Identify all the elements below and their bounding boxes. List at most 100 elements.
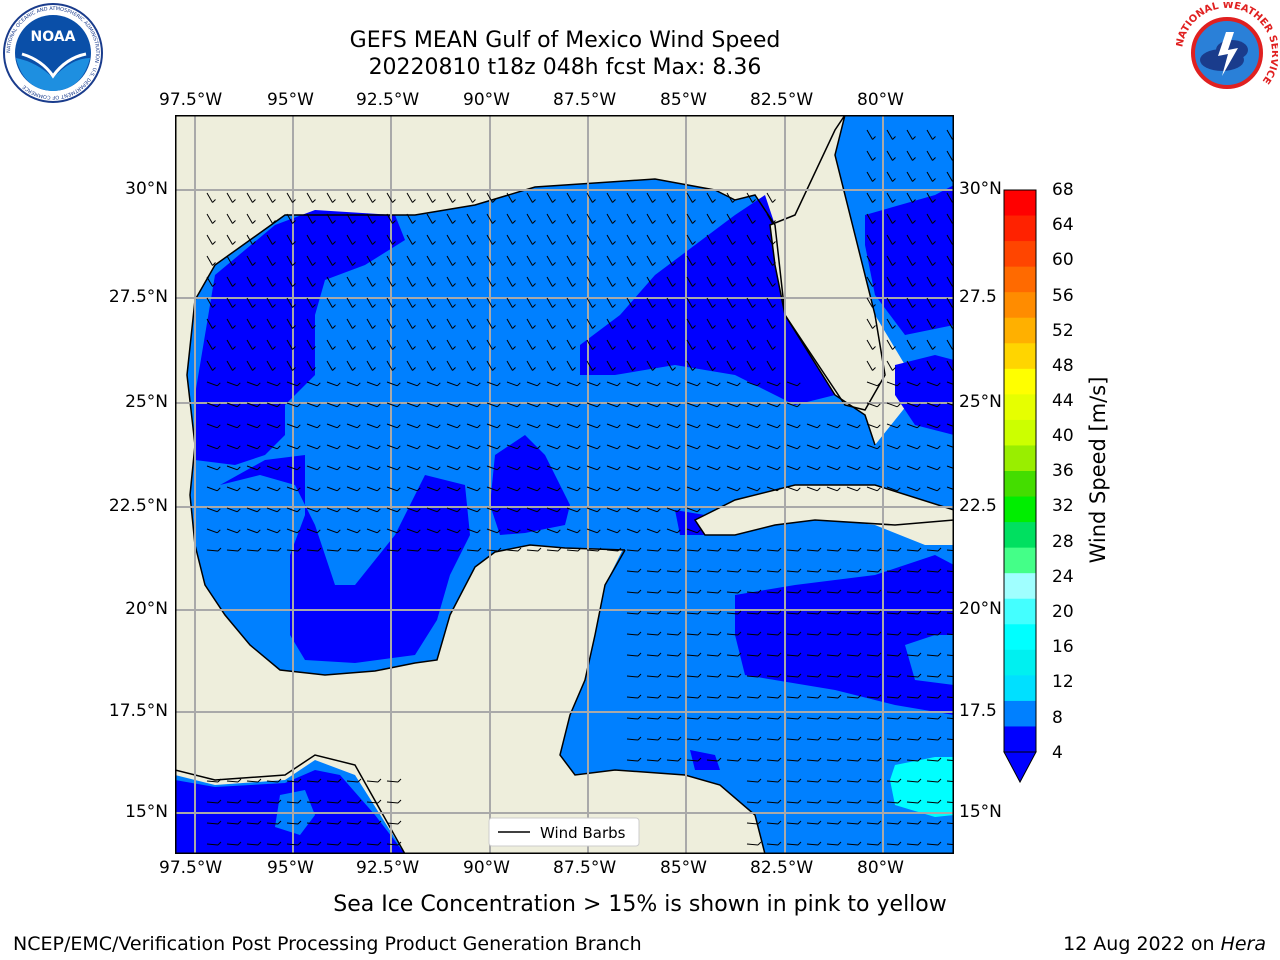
wind-barb-flag (436, 424, 441, 429)
wind-barb (226, 402, 238, 408)
wind-barb (566, 423, 578, 429)
wind-barb-flag (697, 673, 702, 678)
wind-barb-flag (372, 367, 376, 371)
colorbar-tick: 16 (1052, 637, 1074, 657)
wind-barb-flag (316, 466, 321, 471)
wind-barb-flag (897, 568, 902, 573)
wind-barb-flag (332, 220, 336, 224)
wind-barb (366, 843, 379, 846)
wind-barb (426, 276, 433, 287)
wind-barb (646, 318, 653, 329)
lon-tick-bottom: 90°W (463, 858, 510, 878)
wind-barb (826, 780, 839, 783)
wind-barb-flag (912, 136, 916, 140)
wind-barb (926, 171, 933, 182)
wind-barb-flag (356, 403, 361, 408)
wind-barb (866, 633, 879, 636)
wind-barb-flag (396, 403, 401, 408)
wind-barb-flag (692, 241, 696, 245)
wind-barb (706, 591, 719, 594)
wind-barb-flag (412, 241, 416, 245)
wind-barb (806, 423, 818, 429)
wind-barb-flag (752, 346, 756, 350)
wind-barb-flag (256, 403, 261, 408)
wind-barb-flag (596, 403, 601, 408)
wind-barb-flag (496, 403, 501, 408)
wind-barb (206, 318, 213, 329)
wind-barb-flag (396, 424, 401, 429)
wind-barb (786, 465, 798, 471)
colorbar-segment (1004, 700, 1036, 727)
wind-barb-flag (492, 241, 496, 245)
wind-barb-flag (396, 466, 401, 471)
wind-barb (686, 276, 693, 287)
wind-barb (866, 423, 878, 429)
lat-tick-right: 20°N (959, 599, 1002, 619)
wind-barb (686, 234, 693, 245)
wind-barb-flag (836, 466, 841, 471)
wind-barb-flag (252, 346, 256, 350)
wind-barb-flag (697, 757, 702, 762)
wind-barb (246, 297, 253, 308)
wind-barb (946, 360, 953, 371)
wind-barb (866, 486, 878, 492)
wind-barb-flag (356, 529, 361, 534)
wind-barb-flag (397, 841, 402, 846)
wind-barb (286, 486, 298, 492)
wind-barb (886, 612, 899, 615)
wind-barb-flag (236, 445, 241, 450)
wind-barb-flag (472, 262, 476, 266)
wind-barb-flag (837, 610, 842, 615)
wind-barb (646, 612, 659, 615)
wind-barb (526, 528, 538, 534)
wind-barb (866, 822, 879, 825)
colorbar-tick: 36 (1052, 461, 1074, 481)
wind-barb-flag (512, 241, 516, 245)
wind-barb-flag (412, 220, 416, 224)
wind-barb-flag (277, 820, 282, 825)
wind-barb-flag (217, 778, 222, 783)
wind-barb (306, 822, 319, 825)
wind-barb (206, 339, 213, 350)
wind-barb-flag (532, 325, 536, 329)
wind-barb-flag (437, 547, 442, 552)
wind-barb (346, 801, 359, 804)
wind-barb-flag (712, 220, 716, 224)
wind-barb-flag (276, 382, 281, 387)
wind-barb-flag (276, 403, 281, 408)
wind-barb-flag (296, 403, 301, 408)
wind-barb-flag (552, 346, 556, 350)
wind-barb-flag (476, 466, 481, 471)
wind-barb-flag (552, 304, 556, 308)
wind-barb (686, 444, 698, 450)
wind-barb (686, 633, 699, 636)
wind-barb (526, 507, 538, 513)
wind-barb (326, 549, 339, 552)
wind-barb (646, 675, 659, 678)
wind-barb-flag (212, 367, 216, 371)
wind-barb-flag (876, 403, 881, 408)
wind-barb-flag (216, 529, 221, 534)
wind-barb-flag (937, 841, 942, 846)
wind-barb-flag (237, 547, 242, 552)
wind-barb (206, 255, 213, 266)
lon-tick-bottom: 82.5°W (750, 858, 814, 878)
wind-barb-flag (452, 325, 456, 329)
wind-barb-flag (456, 529, 461, 534)
wind-barb (466, 276, 473, 287)
wind-barb-flag (877, 631, 882, 636)
wind-barb-flag (857, 736, 862, 741)
wind-barb-flag (332, 241, 336, 245)
wind-barb-flag (752, 325, 756, 329)
wind-barb-flag (576, 403, 581, 408)
wind-barb (406, 423, 418, 429)
wind-barb-flag (757, 778, 762, 783)
wind-barb (506, 360, 513, 371)
wind-barb-flag (272, 220, 276, 224)
wind-barb (646, 234, 653, 245)
wind-barb-flag (912, 367, 916, 371)
wind-barb-flag (616, 445, 621, 450)
wind-barb (326, 234, 333, 245)
wind-barb (686, 255, 693, 266)
wind-barb (526, 234, 533, 245)
